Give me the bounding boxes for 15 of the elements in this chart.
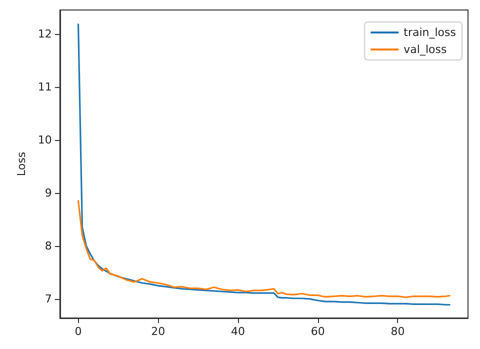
x-tick-label: 80	[390, 325, 405, 338]
y-tick-label: 12	[38, 27, 52, 40]
x-tick-label: 0	[74, 325, 82, 338]
line-series	[77, 200, 450, 298]
y-tick-label: 7	[44, 292, 52, 306]
x-tick-label: 60	[310, 325, 325, 338]
legend-label: val_loss	[404, 43, 447, 56]
y-axis-title: Loss	[15, 152, 28, 176]
y-tick-label: 10	[38, 133, 52, 146]
y-tick-label: 11	[38, 80, 52, 94]
x-tick-label: 20	[151, 325, 166, 338]
y-tick-label: 8	[44, 239, 52, 252]
y-tick-label: 9	[44, 186, 52, 200]
legend-label: train_loss	[404, 26, 456, 39]
x-tick-label: 40	[230, 325, 245, 338]
